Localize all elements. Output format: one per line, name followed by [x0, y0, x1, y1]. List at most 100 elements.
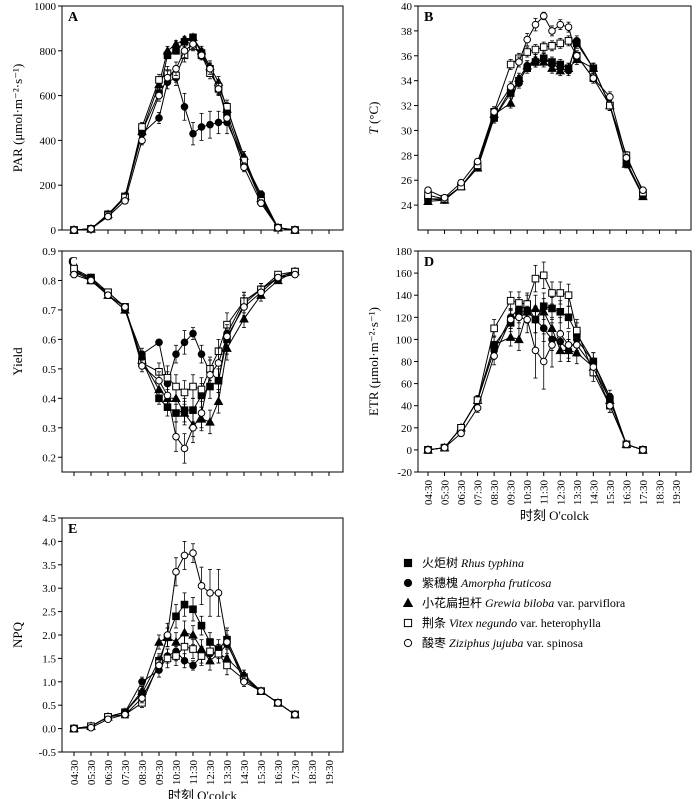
data-point — [214, 589, 223, 597]
legend-cn: 酸枣 — [422, 635, 449, 650]
data-point — [538, 306, 549, 316]
legend-cn: 荆条 — [422, 616, 449, 630]
panel-label: E — [68, 522, 77, 537]
x-tick-label: 15:30 — [605, 480, 617, 506]
data-point — [548, 341, 556, 349]
data-point — [548, 27, 556, 35]
data-point — [214, 85, 223, 93]
data-point — [197, 385, 206, 394]
data-point — [239, 313, 249, 323]
data-point — [205, 416, 215, 426]
legend-latin: Rhus typhina — [460, 556, 524, 570]
x-tick-label: 13:30 — [222, 760, 234, 786]
panel-label: C — [68, 255, 78, 270]
y-tick-label: 200 — [40, 180, 57, 192]
y-tick-label: 40 — [401, 401, 413, 413]
x-tick-label: 10:30 — [522, 480, 534, 506]
y-tick-label: 400 — [40, 135, 57, 147]
data-point — [515, 58, 523, 66]
legend-cn: 火炬树 — [422, 555, 461, 570]
x-tick-label: 16:30 — [621, 480, 633, 506]
data-point — [539, 43, 548, 51]
data-point — [530, 54, 541, 64]
y-tick-label: 20 — [401, 423, 413, 435]
legend: 火炬树 Rhus typhina 紫穗槐 Amorpha fruticosa 小花扁… — [402, 555, 626, 650]
y-tick-label: 0.4 — [42, 393, 56, 405]
data-point — [573, 37, 581, 45]
x-axis-label: 时刻 O'colck — [520, 508, 590, 523]
data-point — [138, 362, 146, 370]
x-tick-label: 18:30 — [654, 480, 666, 506]
data-point — [556, 307, 565, 316]
data-point — [197, 582, 206, 590]
data-point — [180, 388, 189, 397]
data-point — [531, 346, 540, 355]
panel-label: A — [68, 10, 79, 25]
data-point — [213, 396, 224, 405]
x-tick-label: 12:30 — [205, 760, 217, 786]
data-point — [564, 313, 573, 322]
data-point — [240, 163, 248, 172]
data-point — [548, 304, 556, 313]
data-point — [189, 605, 197, 614]
data-point — [172, 64, 180, 73]
y-tick-label: 160 — [396, 268, 413, 280]
legend-latin: Amorpha fruticosa — [460, 576, 551, 590]
data-point — [530, 303, 541, 313]
y-tick-label: 0.6 — [42, 334, 56, 346]
data-point — [172, 432, 180, 441]
data-point — [189, 329, 197, 338]
y-tick-label: 0.9 — [42, 246, 56, 258]
data-point — [490, 352, 498, 360]
y-tick-label: 40 — [401, 1, 413, 13]
x-tick-label: 08:30 — [489, 480, 501, 506]
x-tick-label: 17:30 — [290, 760, 302, 786]
data-point — [172, 382, 180, 391]
panel-E: -0.5 0.0 0.5 1.0 1.5 2.0 2.5 3.0 3.5 4.0 4.5 04:30 0… — [10, 513, 344, 799]
data-point — [179, 408, 190, 417]
data-point — [538, 57, 549, 66]
series-line — [73, 43, 296, 231]
data-point — [523, 48, 532, 56]
y-tick-label: 32 — [401, 101, 412, 113]
data-point — [70, 724, 78, 733]
data-point — [556, 20, 565, 29]
y-tick-label: 26 — [401, 175, 413, 187]
data-point — [573, 326, 581, 335]
y-tick-label: 0.8 — [42, 275, 56, 287]
y-tick-label: 60 — [401, 379, 413, 391]
series-5 — [70, 39, 299, 234]
data-point — [155, 338, 163, 347]
data-point — [563, 63, 574, 72]
data-point — [589, 363, 598, 371]
y-tick-label: 0.5 — [42, 700, 56, 712]
x-tick-label: 09:30 — [154, 760, 166, 786]
x-tick-label: 05:30 — [86, 760, 98, 786]
panel-D: -20 0 20 40 60 80 100 120 140 160 180 04:30 05:30 06:… — [366, 246, 692, 523]
plot-frame — [61, 250, 344, 473]
data-point — [473, 404, 482, 412]
data-point — [223, 114, 231, 122]
y-tick-label: 30 — [401, 125, 413, 137]
data-point — [189, 549, 197, 557]
data-point — [539, 12, 548, 20]
data-point — [189, 424, 197, 432]
data-point — [490, 324, 498, 333]
y-tick-label: 2.0 — [42, 630, 56, 642]
y-tick-label: 80 — [401, 357, 413, 369]
data-point — [171, 39, 181, 48]
y-tick-label: 0.5 — [42, 364, 56, 376]
data-point — [506, 83, 515, 91]
data-point — [515, 313, 523, 322]
data-point — [505, 98, 516, 107]
data-point — [155, 114, 163, 122]
y-tick-label: 2.5 — [42, 607, 56, 619]
x-tick-label: 17:30 — [638, 480, 650, 506]
data-point — [523, 315, 532, 324]
x-tick-label: 14:30 — [239, 760, 251, 786]
y-axis-label: T (°C) — [366, 101, 381, 134]
data-point — [121, 197, 129, 205]
legend-latin: Vitex negundo — [449, 616, 517, 630]
legend-marker — [402, 597, 414, 607]
